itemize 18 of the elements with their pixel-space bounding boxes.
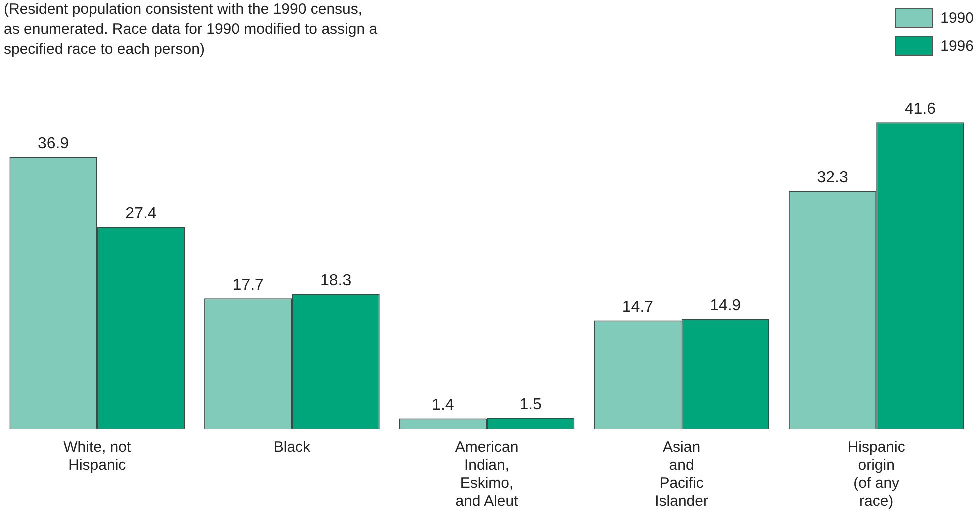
legend-label: 1990 — [940, 10, 974, 26]
data-label: 17.7 — [232, 277, 264, 294]
data-label: 14.9 — [710, 298, 742, 315]
data-label: 27.4 — [126, 206, 157, 223]
chart-subtitle: (Resident population consistent with the 1990 census, as enumerated. Race data for 1990 modified to assign a specified race to each person) — [4, 0, 378, 60]
x-tick-label: Hispanic origin (of any race) — [848, 439, 906, 510]
x-tick-label: Black — [274, 439, 312, 456]
x-tick-label: White, not Hispanic — [64, 439, 132, 474]
data-label: 41.6 — [904, 101, 936, 118]
data-label: 1.4 — [432, 397, 454, 414]
x-tick-label: Asian and Pacific Islander — [655, 439, 708, 510]
data-label: 36.9 — [38, 136, 70, 153]
data-label: 14.7 — [622, 299, 654, 316]
x-tick-label: American Indian, Eskimo, and Aleut — [455, 439, 520, 510]
data-label: 18.3 — [320, 272, 352, 290]
data-label: 1.5 — [520, 396, 542, 414]
data-label: 32.3 — [817, 170, 848, 187]
legend-label: 1996 — [940, 38, 974, 54]
